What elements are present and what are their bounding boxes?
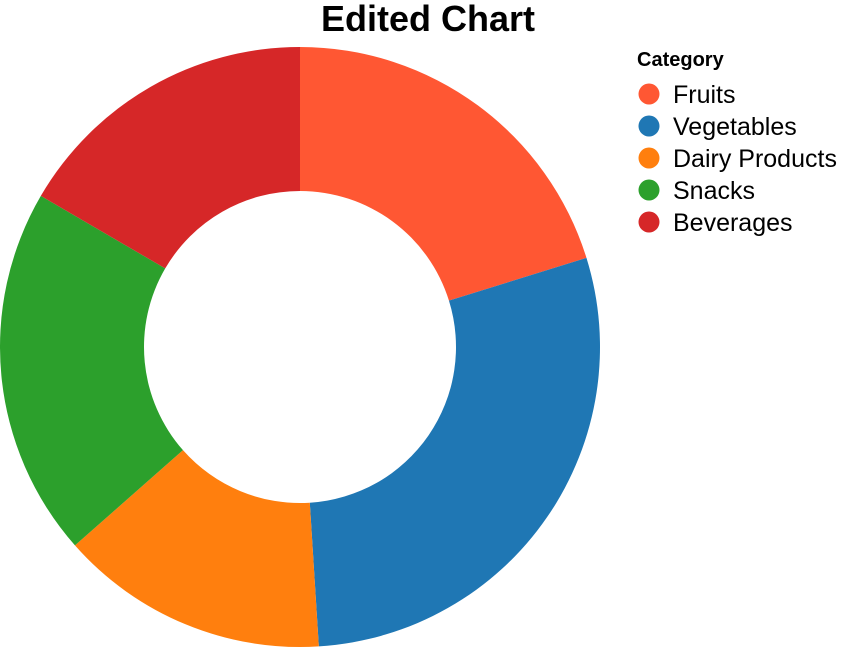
legend-label-fruits: Fruits — [673, 81, 736, 109]
legend-item-beverages: Beverages — [638, 209, 793, 237]
legend-title: Category — [637, 49, 725, 71]
donut-slices — [0, 47, 600, 647]
legend-label-vegetables: Vegetables — [673, 113, 797, 141]
slice-beverages — [40, 47, 301, 269]
legend-items: Fruits Vegetables Dairy Products Snacks Beve… — [638, 81, 837, 237]
legend-label-beverages: Beverages — [673, 209, 793, 237]
legend: Category Fruits Vegetables Dairy Products S… — [637, 49, 837, 237]
legend-label-dairy-products: Dairy Products — [673, 145, 837, 173]
legend-item-snacks: Snacks — [638, 177, 755, 205]
slice-fruits — [300, 47, 587, 301]
legend-item-vegetables: Vegetables — [638, 113, 797, 141]
slice-dairy-products — [74, 450, 319, 647]
legend-swatch-vegetables — [638, 115, 660, 137]
legend-item-dairy-products: Dairy Products — [638, 145, 837, 173]
slice-snacks — [0, 195, 183, 546]
legend-swatch-fruits — [638, 83, 660, 105]
legend-swatch-dairy-products — [638, 147, 660, 169]
slice-vegetables — [309, 257, 600, 647]
legend-swatch-snacks — [638, 179, 660, 201]
legend-item-fruits: Fruits — [638, 81, 736, 109]
legend-swatch-beverages — [638, 211, 660, 233]
legend-label-snacks: Snacks — [673, 177, 755, 205]
chart-title: Edited Chart — [321, 0, 535, 39]
